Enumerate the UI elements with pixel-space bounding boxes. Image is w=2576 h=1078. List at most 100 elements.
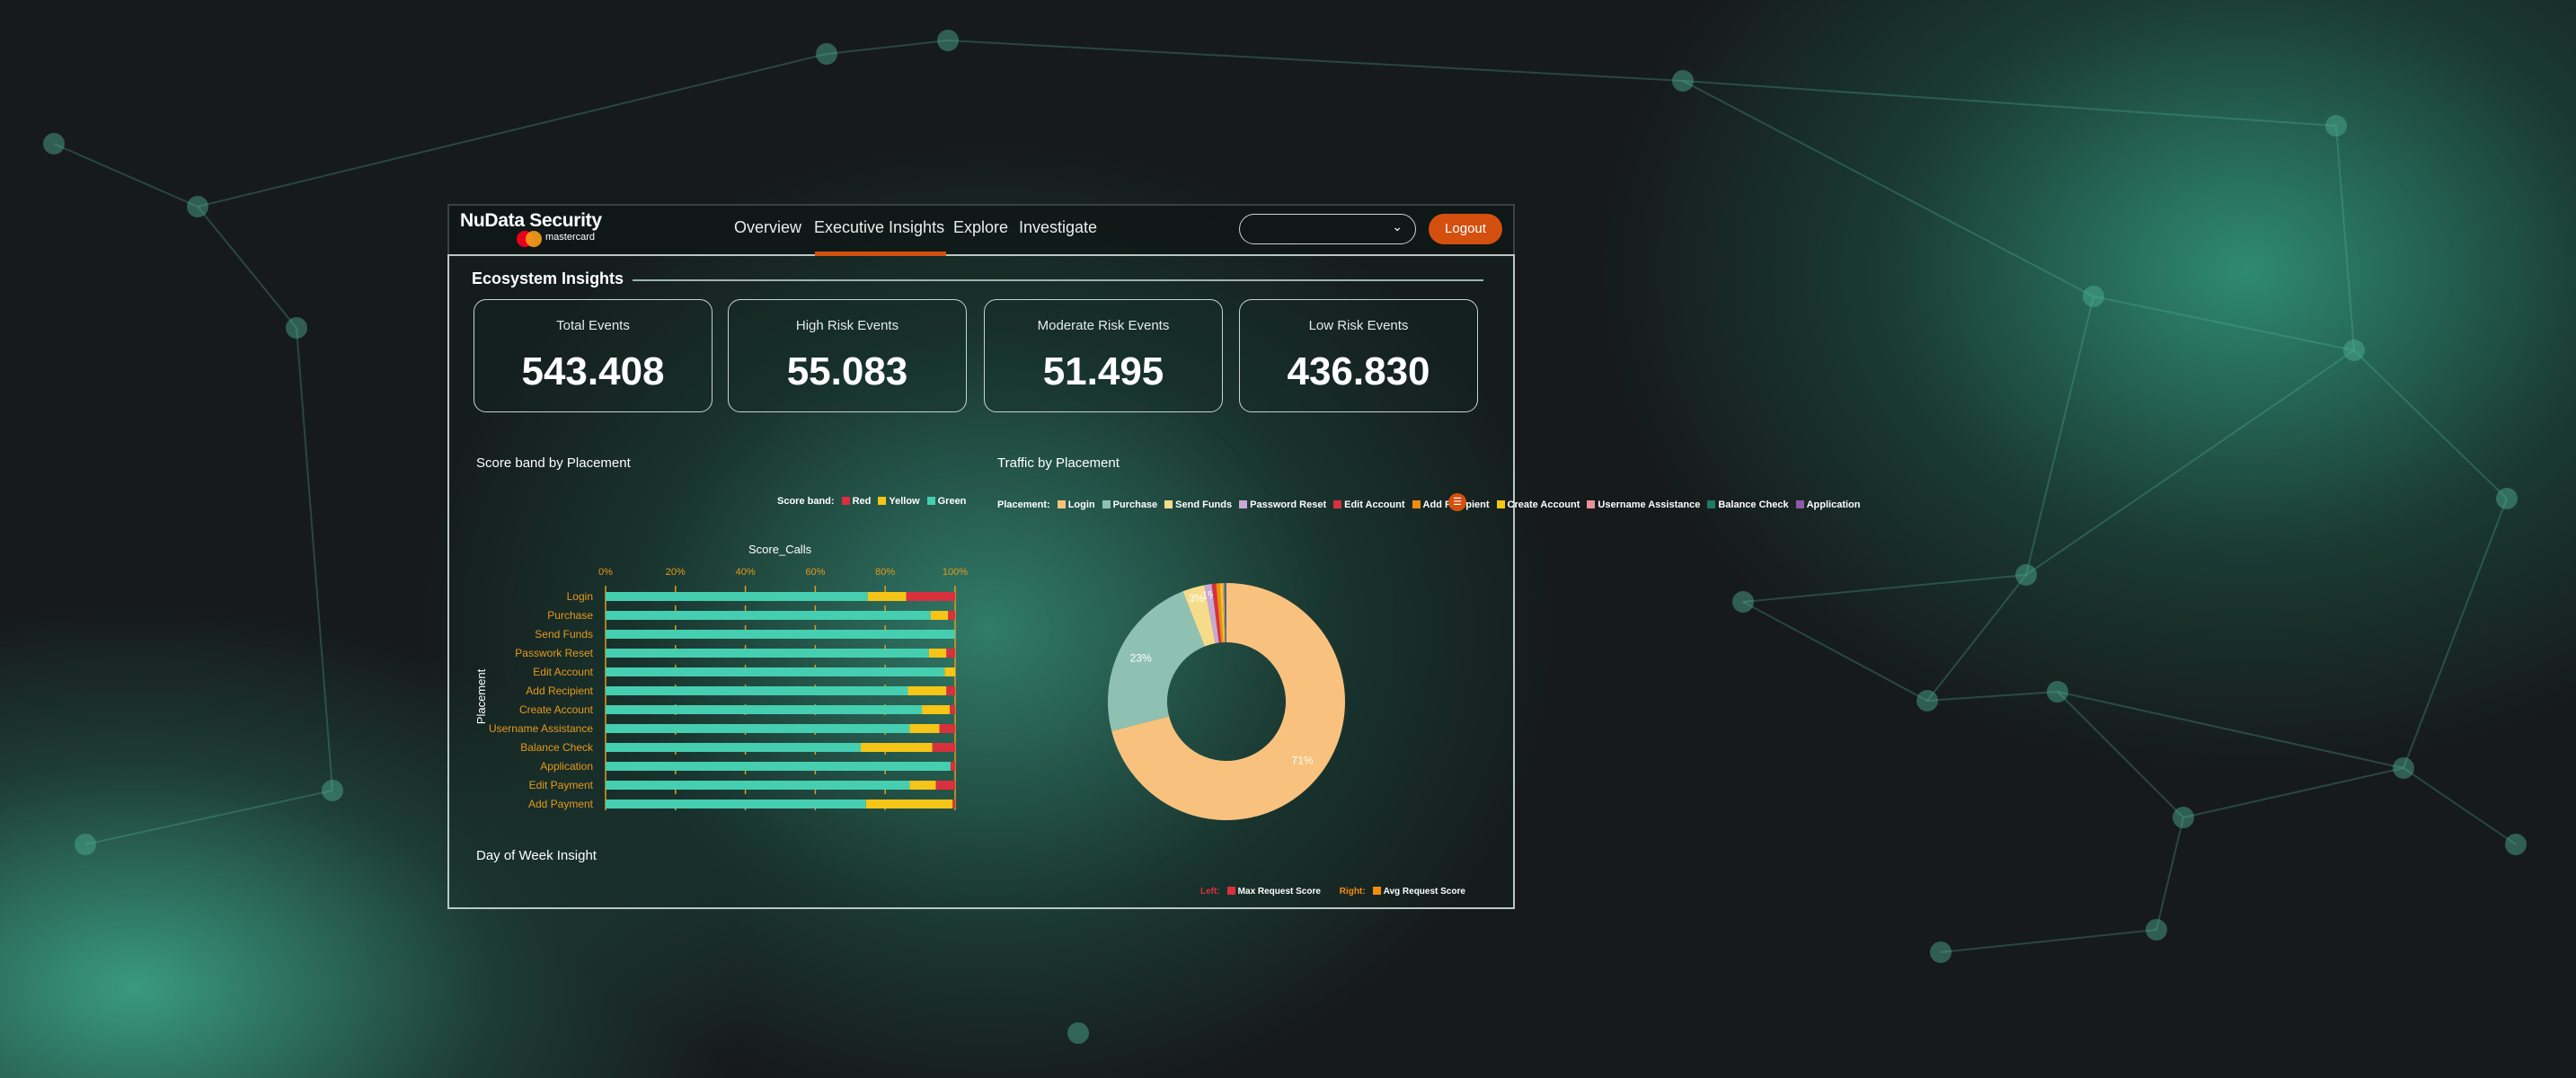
network-node [1732,591,1754,613]
nav-overview[interactable]: Overview [734,218,802,236]
network-node [1067,1022,1089,1044]
active-tab-indicator [815,252,946,256]
stat-card-moderate-risk: Moderate Risk Events 51.495 [984,299,1223,412]
bar-segment-yellow [865,800,953,808]
network-edge [2353,349,2508,499]
legend-item: Green [937,496,967,507]
legend-swatch [1412,500,1421,508]
bar-segment-green [606,724,910,733]
bar-segment-yellow [909,781,936,790]
y-tick-label: Edit Account [533,666,593,678]
nav-investigate[interactable]: Investigate [1019,218,1098,236]
legend-swatch [1496,500,1505,508]
donut-slice [1204,584,1219,644]
y-tick-label: Add Payment [528,798,594,810]
network-node [2173,807,2194,828]
network-edge [947,40,1684,82]
legend-item[interactable]: Password Reset [1232,497,1326,514]
chevron-down-icon: ⌄ [1392,219,1403,234]
legend-item[interactable]: Add Recipient [1405,497,1490,514]
legend-item[interactable]: Login [1050,497,1095,514]
network-edge [296,327,333,791]
network-node [1930,941,1952,963]
legend-item[interactable]: Balance Check [1700,497,1789,514]
y-tick-label: Balance Check [520,741,594,754]
bar-segment-red [950,705,955,714]
stat-card-total: Total Events 543.408 [474,299,713,412]
bar-segment-yellow [907,686,947,695]
x-tick-label: 60% [805,567,825,578]
bar-segment-green [606,705,923,714]
donut-slice [1182,585,1216,647]
legend-item: Red [852,496,872,507]
slice-label: 23% [1130,651,1152,664]
stat-label: High Risk Events [795,318,899,333]
legend-item[interactable]: Create Account [1490,497,1580,514]
network-edge [53,143,199,208]
network-edge [2182,767,2404,818]
bar-segment-green [606,743,861,752]
legend-swatch [1333,500,1342,508]
nav-explore[interactable]: Explore [953,218,1009,236]
network-edge [2335,125,2355,351]
x-tick-label: 100% [943,567,968,578]
network-edge [2403,767,2517,845]
legend-left-prefix: Left: [1200,887,1220,897]
legend-swatch [1587,500,1596,508]
network-edge [2156,817,2184,931]
donut-slice [1108,591,1205,731]
network-node [2015,564,2037,586]
legend-avg-score: Avg Request Score [1383,887,1465,897]
legend-item[interactable]: Edit Account [1326,497,1405,514]
network-node [75,834,96,855]
donut-slice [1216,583,1224,643]
network-node [2393,757,2414,779]
brand-logo: NuData Security [460,210,602,231]
stat-value: 543.408 [521,349,665,393]
donut-slice [1211,583,1222,643]
bar-segment-green [606,781,910,790]
network-edge [826,40,949,55]
network-edge [197,206,297,329]
brand-sub: mastercard [545,232,596,243]
nav-executive-insights[interactable]: Executive Insights [814,218,945,236]
legend-item: Yellow [889,496,920,507]
network-edge [1926,691,2058,702]
network-edge [1682,80,2337,127]
network-edge [2057,691,2404,769]
legend-swatch [1226,887,1235,895]
bar-segment-red [906,592,955,601]
network-edge [84,790,333,845]
logout-button[interactable]: Logout [1429,214,1502,244]
y-tick-label: Application [540,760,593,773]
bar-segment-yellow [944,667,955,676]
legend-item[interactable]: Application [1789,497,1860,514]
bar-segment-red [946,686,955,695]
y-tick-label: Purchase [547,609,593,622]
section-title: Ecosystem Insights [472,270,624,287]
legend-item[interactable]: Purchase [1095,497,1157,514]
donut-chart-legend: Placement: Login Purchase Send Funds Passwor… [997,497,1860,514]
legend-swatch [878,497,887,505]
stat-label: Moderate Risk Events [1037,318,1170,333]
network-edge [1682,80,2094,297]
legend-swatch [1239,500,1248,508]
network-edge [2025,296,2094,576]
legend-swatch [1057,500,1066,508]
network-node [1917,690,1938,711]
x-tick-label: 40% [736,567,756,578]
bar-segment-red [939,724,955,733]
bar-segment-yellow [922,705,951,714]
network-node [322,780,343,801]
traffic-donut-chart: 71%23%3%1% [1108,583,1345,820]
legend-item[interactable]: Username Assistance [1580,497,1700,514]
network-node [2325,115,2347,137]
legend-menu-icon[interactable]: ☰ [1448,493,1466,511]
network-node [816,43,837,65]
x-tick-label: 80% [875,567,895,578]
legend-item[interactable]: Send Funds [1157,497,1232,514]
network-edge [1742,601,1928,702]
bar-segment-red [950,762,955,771]
selector-dropdown[interactable]: ⌄ [1239,214,1416,244]
legend-title: Placement: [997,499,1050,510]
